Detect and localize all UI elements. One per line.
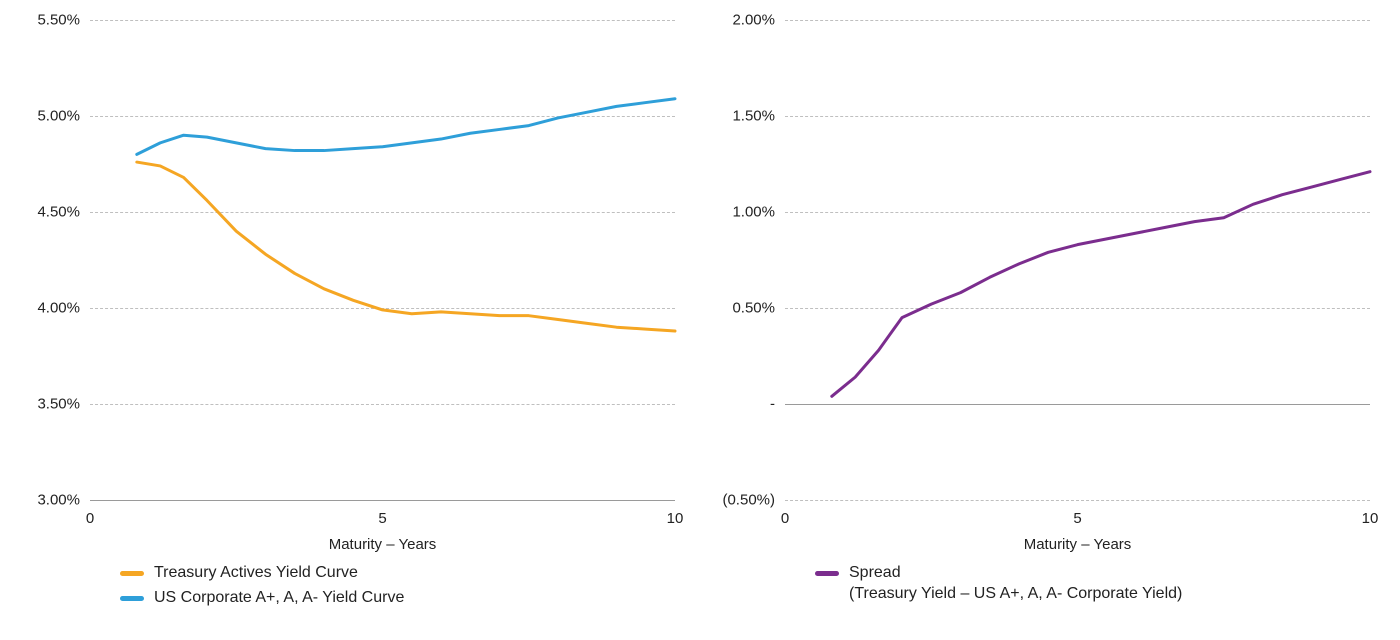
left-x-label: Maturity – Years [90, 536, 675, 553]
legend-label-main: Spread [849, 564, 901, 581]
charts-row: 3.00%3.50%4.00%4.50%5.00%5.50% 0510 Matu… [30, 20, 1370, 613]
right-x-axis: 0510 [785, 510, 1370, 532]
right-legend: Spread (Treasury Yield – US A+, A, A- Co… [815, 563, 1370, 605]
legend-swatch [120, 571, 144, 576]
grid-line [785, 500, 1370, 501]
y-tick-label: 0.50% [715, 300, 775, 317]
legend-label: Spread (Treasury Yield – US A+, A, A- Co… [849, 563, 1182, 605]
left-chart: 3.00%3.50%4.00%4.50%5.00%5.50% 0510 Matu… [30, 20, 675, 613]
legend-item-corporate: US Corporate A+, A, A- Yield Curve [120, 588, 675, 609]
x-tick-label: 10 [1362, 510, 1379, 527]
y-tick-label: 3.00% [20, 492, 80, 509]
y-tick-label: (0.50%) [715, 492, 775, 509]
legend-item-spread: Spread (Treasury Yield – US A+, A, A- Co… [815, 563, 1370, 605]
y-tick-label: 2.00% [715, 12, 775, 29]
left-plot-area: 3.00%3.50%4.00%4.50%5.00%5.50% [90, 20, 675, 500]
right-plot-area: (0.50%)-0.50%1.00%1.50%2.00% [785, 20, 1370, 500]
legend-label: US Corporate A+, A, A- Yield Curve [154, 588, 404, 609]
x-tick-label: 10 [667, 510, 684, 527]
left-legend: Treasury Actives Yield Curve US Corporat… [120, 563, 675, 609]
left-lines-svg [90, 20, 675, 500]
x-tick-label: 5 [1073, 510, 1081, 527]
y-tick-label: 5.50% [20, 12, 80, 29]
y-tick-label: 1.50% [715, 108, 775, 125]
grid-line [90, 500, 675, 501]
y-tick-label: 4.00% [20, 300, 80, 317]
x-tick-label: 0 [781, 510, 789, 527]
legend-label-sub: (Treasury Yield – US A+, A, A- Corporate… [849, 585, 1182, 602]
y-tick-label: 3.50% [20, 396, 80, 413]
left-x-axis: 0510 [90, 510, 675, 532]
right-x-label: Maturity – Years [785, 536, 1370, 553]
series-line [137, 99, 675, 155]
legend-item-treasury: Treasury Actives Yield Curve [120, 563, 675, 584]
right-chart: (0.50%)-0.50%1.00%1.50%2.00% 0510 Maturi… [725, 20, 1370, 613]
y-tick-label: 4.50% [20, 204, 80, 221]
legend-label: Treasury Actives Yield Curve [154, 563, 358, 584]
legend-swatch [815, 571, 839, 576]
right-lines-svg [785, 20, 1370, 500]
series-line [832, 172, 1370, 397]
y-tick-label: - [715, 396, 775, 413]
y-tick-label: 1.00% [715, 204, 775, 221]
x-tick-label: 5 [378, 510, 386, 527]
y-tick-label: 5.00% [20, 108, 80, 125]
series-line [137, 162, 675, 331]
x-tick-label: 0 [86, 510, 94, 527]
legend-swatch [120, 596, 144, 601]
